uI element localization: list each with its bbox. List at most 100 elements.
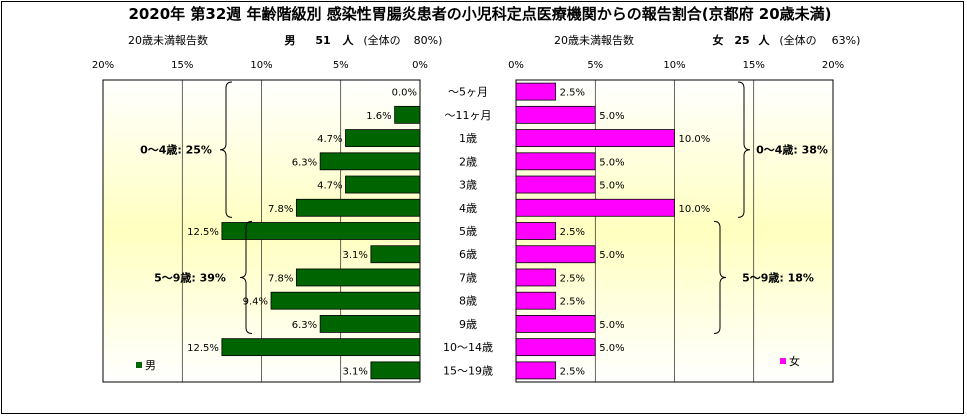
male-bar — [394, 105, 421, 124]
female-value-label: 5.0% — [599, 250, 624, 261]
female-group-label: 0～4歳: 38% — [756, 143, 828, 157]
bars — [221, 82, 675, 380]
group-annotations: 0～4歳: 25% 5～9歳: 39% 0～4歳: 38% 5～9歳: 18% — [140, 81, 828, 335]
male-bar — [295, 268, 421, 287]
female-group-label: 5～9歳: 18% — [742, 270, 814, 284]
category-label: 6歳 — [459, 248, 477, 261]
male-value-label: 6.3% — [292, 320, 317, 331]
male-legend-swatch — [136, 362, 142, 368]
category-label: 2歳 — [459, 155, 477, 168]
female-bar — [515, 105, 596, 124]
female-value-label: 2.5% — [560, 366, 585, 377]
female-legend-swatch — [780, 358, 786, 364]
female-bar — [515, 291, 557, 310]
female-bar — [515, 222, 557, 240]
male-header-count: 51 — [315, 34, 330, 47]
female-value-label: 5.0% — [599, 157, 624, 168]
female-header-total-pct: 63%) — [832, 34, 861, 47]
male-bar — [270, 291, 421, 310]
male-value-label: 12.5% — [187, 343, 219, 354]
male-group-brace — [239, 220, 253, 335]
female-value-label: 5.0% — [599, 320, 624, 331]
female-value-label: 2.5% — [560, 227, 585, 238]
male-value-label: 1.6% — [366, 111, 391, 122]
male-value-label: 3.1% — [342, 366, 367, 377]
male-value-label: 7.8% — [268, 273, 293, 284]
category-label: 5歳 — [459, 225, 477, 238]
female-header-sex: 女 — [713, 33, 724, 47]
male-bar — [345, 175, 421, 194]
female-header-total-label: (全体の — [779, 33, 816, 47]
female-group-brace — [737, 81, 751, 218]
female-axis-label: 20歳未満報告数 — [554, 34, 634, 47]
male-axis-label: 20歳未満報告数 — [128, 34, 208, 47]
category-label: ～11ヶ月 — [445, 109, 492, 122]
female-bar — [515, 361, 557, 380]
female-bar — [515, 245, 596, 264]
male-value-label: 12.5% — [187, 227, 219, 238]
female-x-tick-label: 0% — [508, 60, 524, 71]
female-bar — [515, 338, 596, 357]
female-bar — [515, 268, 557, 287]
category-label: 9歳 — [459, 318, 477, 331]
male-x-tick-label: 20% — [92, 60, 114, 71]
female-bar — [515, 198, 675, 217]
male-header-total-pct: 80%) — [414, 34, 443, 47]
chart-title: 2020年 第32週 年齢階級別 感染性胃腸炎患者の小児科定点医療機関からの報告… — [128, 5, 831, 23]
female-group-brace — [713, 220, 727, 335]
female-value-label: 2.5% — [560, 297, 585, 308]
male-value-label: 3.1% — [342, 250, 367, 261]
male-value-label: 4.7% — [317, 181, 342, 192]
female-x-tick-label: 20% — [822, 60, 844, 71]
male-x-tick-label: 15% — [171, 60, 193, 71]
female-header-count: 25 — [734, 34, 749, 47]
category-label: 15～19歳 — [443, 364, 493, 377]
male-bar — [295, 198, 421, 217]
category-label: 3歳 — [459, 179, 477, 192]
male-header-sex: 男 — [285, 34, 296, 47]
male-value-label: 7.8% — [268, 204, 293, 215]
male-bar — [370, 245, 421, 264]
category-label: ～5ヶ月 — [448, 86, 488, 99]
male-header-total-label: (全体の — [363, 33, 400, 47]
male-bar — [221, 222, 421, 240]
male-value-label: 9.4% — [243, 297, 268, 308]
category-label: 4歳 — [459, 202, 477, 215]
male-x-tick-label: 5% — [333, 60, 349, 71]
female-legend-label: 女 — [789, 354, 800, 368]
male-value-label: 0.0% — [392, 88, 417, 99]
male-legend-label: 男 — [145, 359, 156, 372]
female-x-tick-label: 5% — [587, 60, 603, 71]
female-value-label: 10.0% — [679, 204, 711, 215]
male-bar — [370, 361, 421, 380]
male-x-tick-label: 0% — [412, 60, 428, 71]
male-bar — [345, 129, 421, 147]
male-header-unit: 人 — [343, 33, 355, 47]
female-value-label: 5.0% — [599, 111, 624, 122]
male-group-label: 0～4歳: 25% — [140, 143, 212, 157]
female-value-label: 5.0% — [599, 343, 624, 354]
male-group-brace — [219, 81, 233, 218]
female-value-label: 10.0% — [679, 134, 711, 145]
category-label: 1歳 — [459, 132, 477, 145]
value-labels: 0.0% 2.5% 1.6% 5.0% 4.7% 10.0% 6.3% 5.0% 4.7% 5.0… — [187, 88, 710, 378]
male-x-tick-label: 10% — [250, 60, 272, 71]
male-bar — [319, 315, 421, 333]
x-tick-labels: 0% 0% 5% 5% 10% 10% 15% 15% 20% 20% — [92, 60, 844, 71]
category-label: 8歳 — [459, 295, 477, 308]
female-bar — [515, 82, 557, 101]
female-bar — [515, 129, 675, 147]
male-group-label: 5～9歳: 39% — [154, 270, 226, 284]
category-label: 10～14歳 — [443, 341, 493, 354]
female-bar — [515, 152, 596, 171]
male-value-label: 4.7% — [317, 134, 342, 145]
female-x-tick-label: 10% — [663, 60, 685, 71]
category-label: 7歳 — [459, 271, 477, 284]
female-bar — [515, 175, 596, 194]
female-value-label: 2.5% — [560, 88, 585, 99]
female-x-tick-label: 15% — [743, 60, 765, 71]
female-value-label: 2.5% — [560, 273, 585, 284]
male-value-label: 6.3% — [292, 157, 317, 168]
